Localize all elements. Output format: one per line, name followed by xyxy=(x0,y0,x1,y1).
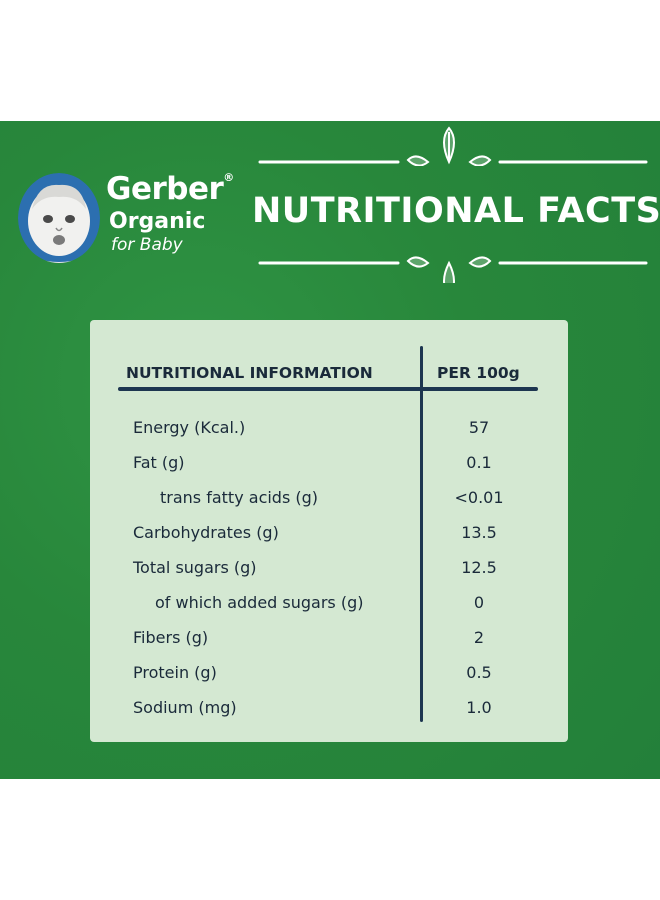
page-title: NUTRITIONAL FACTS xyxy=(252,191,660,231)
leaf-cluster-icon xyxy=(406,126,492,166)
bottom-leaf-divider xyxy=(258,256,648,283)
nutrition-panel: Gerber® Organic for Baby NUTRITIONAL FAC… xyxy=(0,121,660,779)
nutrition-table: NUTRITIONAL INFORMATION PER 100g Energy … xyxy=(90,320,568,742)
row-value-added-sugars: 0 xyxy=(473,593,485,612)
leaf-cluster-icon xyxy=(406,256,492,283)
row-label-sodium: Sodium (mg) xyxy=(133,698,237,717)
header-divider xyxy=(118,387,538,391)
row-value-sodium: 1.0 xyxy=(466,698,492,717)
column-header-information: NUTRITIONAL INFORMATION xyxy=(126,364,373,382)
row-value-total-sugars: 12.5 xyxy=(461,558,497,577)
row-value-fat: 0.1 xyxy=(466,453,492,472)
row-value-carbohydrates: 13.5 xyxy=(461,523,497,542)
row-label-added-sugars: of which added sugars (g) xyxy=(155,593,364,612)
brand-line-organic: Organic xyxy=(109,209,206,234)
brand-name: Gerber® xyxy=(106,171,234,207)
row-value-energy: 57 xyxy=(468,418,490,437)
top-leaf-divider xyxy=(258,126,648,166)
baby-portrait-icon xyxy=(18,173,100,263)
row-value-fibers: 2 xyxy=(473,628,485,647)
row-label-total-sugars: Total sugars (g) xyxy=(133,558,257,577)
row-value-trans-fat: <0.01 xyxy=(454,488,504,507)
gerber-logo: Gerber® Organic for Baby xyxy=(18,171,243,313)
row-label-fat: Fat (g) xyxy=(133,453,185,472)
row-value-protein: 0.5 xyxy=(466,663,492,682)
row-label-protein: Protein (g) xyxy=(133,663,217,682)
column-divider xyxy=(420,346,423,722)
row-label-carbohydrates: Carbohydrates (g) xyxy=(133,523,279,542)
row-label-energy: Energy (Kcal.) xyxy=(133,418,246,437)
row-label-fibers: Fibers (g) xyxy=(133,628,209,647)
row-label-trans-fat: trans fatty acids (g) xyxy=(160,488,319,507)
column-header-per-100g: PER 100g xyxy=(437,364,520,382)
brand-line-for-baby: for Baby xyxy=(111,235,183,255)
